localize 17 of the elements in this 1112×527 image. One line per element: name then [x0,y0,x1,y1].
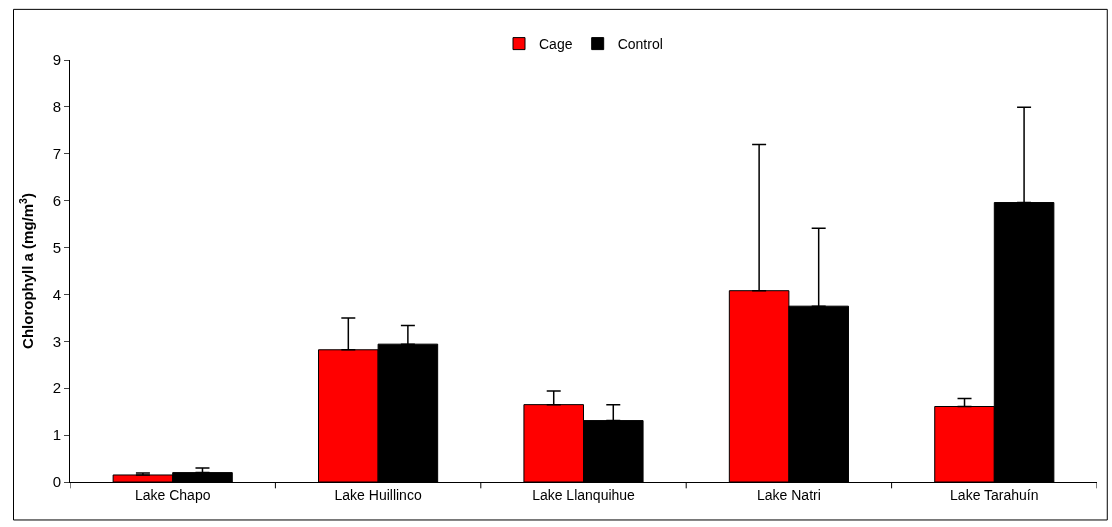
legend-label: Control [617,36,663,53]
x-tick-label: Lake Tarahuín [950,486,1039,503]
x-tick-label: Lake Llanquihue [532,486,636,503]
y-tick-label: 1 [52,426,61,444]
y-tick-label: 0 [52,473,61,491]
y-tick-label: 3 [52,332,61,350]
y-tick-label: 7 [52,145,61,163]
x-tick-label: Lake Chapo [134,486,211,503]
y-tick-label: 6 [52,191,61,209]
x-tick-label: Lake Huillinco [334,486,422,503]
x-tick-label: Lake Natri [756,486,821,503]
y-tick-label: 9 [52,51,61,69]
y-tick-label: 5 [52,238,61,256]
y-tick-label: 4 [52,285,61,303]
y-tick-label: 2 [52,379,61,397]
legend-label: Cage [539,36,573,53]
y-tick-label: 8 [52,98,61,116]
